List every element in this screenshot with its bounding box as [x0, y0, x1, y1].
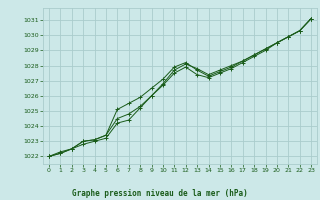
Text: Graphe pression niveau de la mer (hPa): Graphe pression niveau de la mer (hPa) — [72, 189, 248, 198]
